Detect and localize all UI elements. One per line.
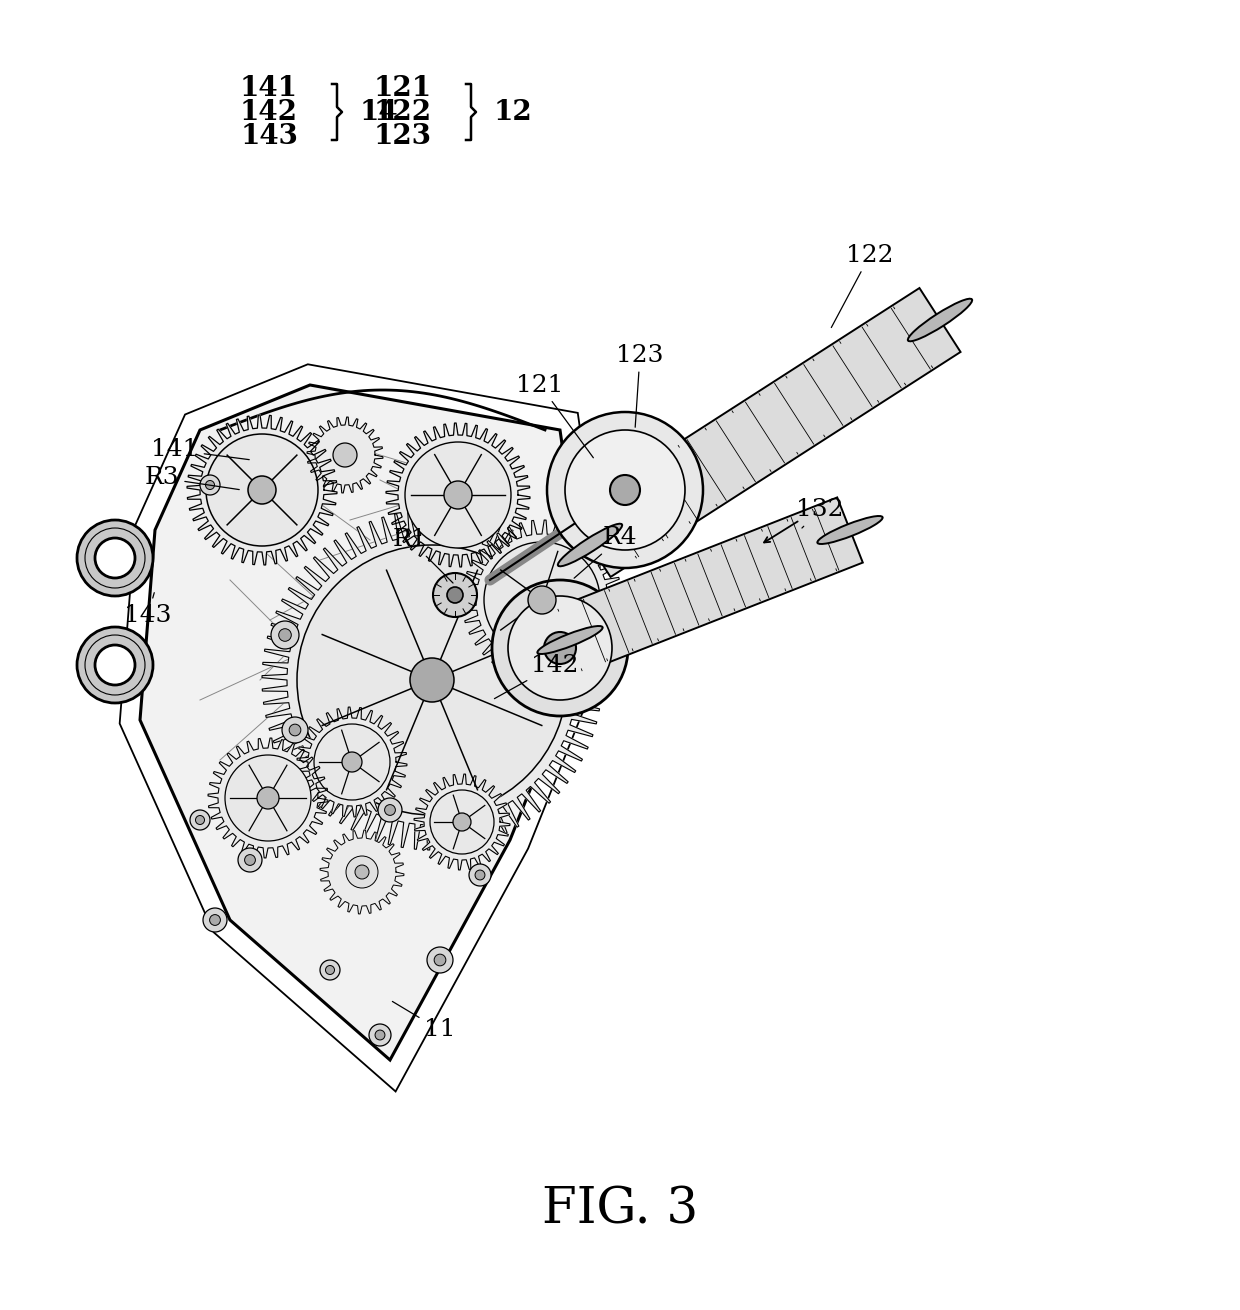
Text: 142: 142 (495, 654, 579, 698)
Polygon shape (208, 738, 327, 858)
Text: 11: 11 (392, 1001, 456, 1041)
Polygon shape (463, 520, 622, 680)
Circle shape (248, 476, 277, 504)
Text: R3: R3 (145, 466, 239, 490)
Circle shape (453, 814, 471, 831)
Text: 142: 142 (241, 98, 298, 126)
Text: R4: R4 (574, 527, 637, 578)
Circle shape (206, 434, 317, 546)
Circle shape (196, 816, 205, 824)
Circle shape (492, 580, 627, 717)
Circle shape (95, 538, 135, 578)
Circle shape (224, 755, 311, 841)
Circle shape (484, 542, 600, 658)
Circle shape (469, 865, 491, 886)
Circle shape (257, 787, 279, 810)
Polygon shape (414, 774, 510, 870)
Text: 143: 143 (241, 123, 298, 149)
Circle shape (370, 1024, 391, 1045)
Circle shape (77, 627, 153, 703)
Circle shape (544, 631, 577, 664)
Polygon shape (386, 423, 529, 567)
Circle shape (547, 413, 703, 569)
Text: R1: R1 (393, 528, 453, 583)
Circle shape (446, 587, 463, 603)
Circle shape (427, 947, 453, 973)
Text: 121: 121 (516, 373, 594, 457)
Circle shape (244, 854, 255, 866)
Circle shape (320, 960, 340, 980)
Text: 122: 122 (374, 98, 432, 126)
Polygon shape (569, 288, 961, 576)
Circle shape (289, 724, 301, 736)
Ellipse shape (537, 626, 603, 654)
Circle shape (374, 1030, 384, 1040)
Circle shape (475, 870, 485, 880)
Circle shape (190, 810, 210, 831)
Circle shape (508, 596, 613, 700)
Ellipse shape (558, 524, 622, 566)
Polygon shape (320, 831, 404, 914)
Circle shape (279, 629, 291, 642)
Text: 132: 132 (796, 499, 843, 528)
Circle shape (314, 724, 391, 800)
Circle shape (378, 798, 402, 821)
Text: 143: 143 (124, 592, 172, 626)
Circle shape (281, 717, 308, 743)
Text: 123: 123 (616, 343, 663, 427)
Ellipse shape (908, 299, 972, 342)
Text: FIG. 3: FIG. 3 (542, 1186, 698, 1235)
Circle shape (298, 545, 567, 815)
Circle shape (95, 645, 135, 685)
Polygon shape (298, 707, 407, 817)
Circle shape (200, 476, 219, 495)
Circle shape (210, 914, 221, 925)
Circle shape (238, 848, 262, 872)
Circle shape (203, 908, 227, 931)
Circle shape (384, 804, 396, 815)
Circle shape (434, 954, 446, 965)
Circle shape (405, 441, 511, 548)
Circle shape (272, 621, 299, 648)
Polygon shape (308, 417, 383, 493)
Circle shape (355, 865, 370, 879)
Polygon shape (262, 510, 601, 850)
Circle shape (444, 481, 472, 510)
Polygon shape (557, 498, 863, 672)
Circle shape (610, 476, 640, 504)
Circle shape (410, 658, 454, 702)
Circle shape (346, 855, 378, 888)
Ellipse shape (817, 516, 883, 544)
Circle shape (342, 752, 362, 772)
Circle shape (325, 965, 335, 975)
Circle shape (77, 520, 153, 596)
Text: 12: 12 (494, 98, 533, 126)
Polygon shape (187, 415, 337, 565)
Polygon shape (140, 385, 590, 1060)
Circle shape (433, 572, 477, 617)
Text: 141: 141 (241, 75, 298, 101)
Circle shape (334, 443, 357, 466)
Circle shape (528, 586, 556, 614)
Circle shape (565, 430, 684, 550)
Text: 123: 123 (374, 123, 432, 149)
Text: 122: 122 (831, 244, 894, 328)
Text: 141: 141 (151, 439, 249, 461)
Circle shape (430, 790, 494, 854)
Text: 121: 121 (374, 75, 432, 101)
Circle shape (206, 481, 215, 490)
Text: 14: 14 (360, 98, 398, 126)
